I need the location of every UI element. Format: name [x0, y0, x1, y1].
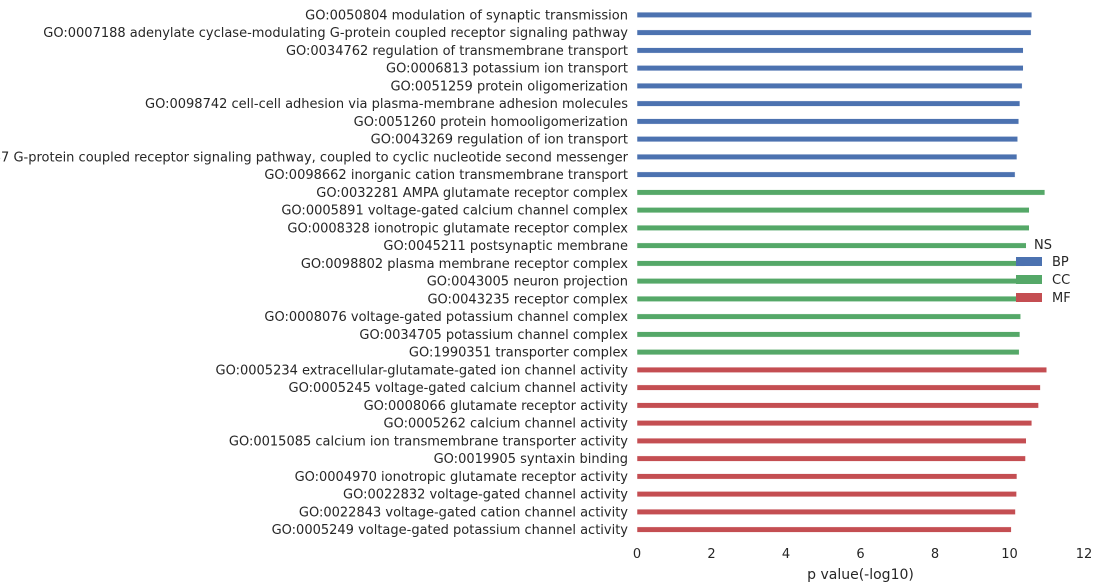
- y-tick-label: GO:0050804 modulation of synaptic transm…: [305, 8, 628, 23]
- bar-bp: [636, 82, 1023, 89]
- x-tick-label: 0: [633, 547, 641, 562]
- bar-bp: [636, 29, 1032, 36]
- bar-bp: [636, 171, 1016, 178]
- y-tick-label: GO:0006813 potassium ion transport: [386, 62, 628, 77]
- bar-cc: [636, 349, 1020, 356]
- bar-mf: [636, 437, 1027, 444]
- x-tick-labels: 0 2 4 6 8 10 12: [633, 547, 1092, 562]
- y-tick-label: GO:0098662 inorganic cation transmembran…: [264, 168, 628, 183]
- x-tick-label: 10: [1001, 547, 1018, 562]
- bar-mf: [636, 420, 1033, 427]
- bar-cc: [636, 295, 1023, 302]
- y-tick-label: GO:0005249 voltage-gated potassium chann…: [272, 523, 629, 538]
- legend: NS BP CC MF: [1016, 238, 1071, 306]
- x-tick-label: 12: [1076, 547, 1093, 562]
- bar-cc: [636, 260, 1025, 267]
- legend-label-cc: CC: [1052, 273, 1070, 288]
- y-tick-label: GO:0022843 voltage-gated cation channel …: [299, 505, 628, 520]
- bar-mf: [636, 491, 1017, 498]
- bar-bp: [636, 47, 1024, 54]
- bar-bp: [636, 136, 1018, 143]
- bar-mf: [636, 473, 1018, 480]
- y-tick-label: GO:0019905 syntaxin binding: [434, 452, 628, 467]
- y-tick-label: GO:0004970 ionotropic glutamate receptor…: [295, 470, 629, 485]
- y-tick-label: GO:0051259 protein oligomerization: [390, 79, 628, 94]
- y-tick-label: GO:1990351 transporter complex: [409, 346, 628, 361]
- x-tick-label: 2: [707, 547, 715, 562]
- y-tick-label: GO:0015085 calcium ion transmembrane tra…: [229, 434, 628, 449]
- legend-swatch-bp: [1016, 257, 1042, 266]
- legend-label-bp: BP: [1052, 255, 1069, 270]
- legend-title: NS: [1034, 238, 1052, 253]
- x-tick-label: 4: [782, 547, 790, 562]
- y-tick-label: GO:0043269 regulation of ion transport: [371, 133, 628, 148]
- bar-bp: [636, 153, 1018, 160]
- y-tick-label: GO:0005891 voltage-gated calcium channel…: [281, 204, 628, 219]
- bar-bp: [636, 118, 1020, 125]
- bar-mf: [636, 455, 1026, 462]
- bar-bp: [636, 100, 1021, 107]
- y-tick-label: GO:0022832 voltage-gated channel activit…: [343, 488, 628, 503]
- y-tick-label: GO:0098742 cell-cell adhesion via plasma…: [145, 97, 628, 112]
- bar-cc: [636, 189, 1046, 196]
- bar-mf: [636, 508, 1016, 515]
- y-tick-label: GO:0034762 regulation of transmembrane t…: [286, 44, 628, 59]
- bar-mf: [636, 402, 1039, 409]
- bar-cc: [636, 331, 1021, 338]
- bar-cc: [636, 278, 1024, 285]
- y-tick-label: GO:0034705 potassium channel complex: [359, 328, 628, 343]
- bar-cc: [636, 313, 1021, 320]
- bar-cc: [636, 224, 1030, 231]
- bar-mf: [636, 384, 1041, 391]
- bar-mf: [636, 366, 1047, 373]
- bar-mf: [636, 526, 1012, 533]
- y-tick-label: GO:0008328 ionotropic glutamate receptor…: [287, 221, 628, 236]
- y-tick-label: GO:0005262 calcium channel activity: [384, 417, 629, 432]
- y-tick-label: GO:0008076 voltage-gated potassium chann…: [264, 310, 628, 325]
- x-tick-label: 6: [856, 547, 864, 562]
- y-tick-label: GO:0043235 receptor complex: [427, 292, 628, 307]
- y-tick-label: GO:0032281 AMPA glutamate receptor compl…: [316, 186, 628, 201]
- bar-bp: [636, 65, 1024, 72]
- legend-swatch-cc: [1016, 275, 1042, 284]
- legend-label-mf: MF: [1052, 291, 1071, 306]
- y-tick-label: GO:0005245 voltage-gated calcium channel…: [289, 381, 629, 396]
- legend-swatch-mf: [1016, 293, 1042, 302]
- y-tick-label: GO:0007187 G-protein coupled receptor si…: [0, 150, 629, 165]
- y-tick-label: GO:0045211 postsynaptic membrane: [383, 239, 628, 254]
- bar-cc: [636, 242, 1027, 249]
- y-tick-label: GO:0007188 adenylate cyclase-modulating …: [43, 26, 628, 41]
- y-tick-label: GO:0098802 plasma membrane receptor comp…: [301, 257, 628, 272]
- x-tick-label: 8: [931, 547, 939, 562]
- bar-bp: [636, 11, 1033, 18]
- y-tick-labels: GO:0050804 modulation of synaptic transm…: [0, 8, 629, 538]
- bar-cc: [636, 207, 1030, 214]
- y-tick-label: GO:0005234 extracellular-glutamate-gated…: [216, 363, 629, 378]
- y-tick-label: GO:0043005 neuron projection: [427, 275, 628, 290]
- x-axis-label: p value(-log10): [807, 567, 914, 583]
- y-tick-label: GO:0051260 protein homooligomerization: [354, 115, 628, 130]
- bars-group: [636, 11, 1047, 533]
- y-tick-label: GO:0008066 glutamate receptor activity: [364, 399, 629, 414]
